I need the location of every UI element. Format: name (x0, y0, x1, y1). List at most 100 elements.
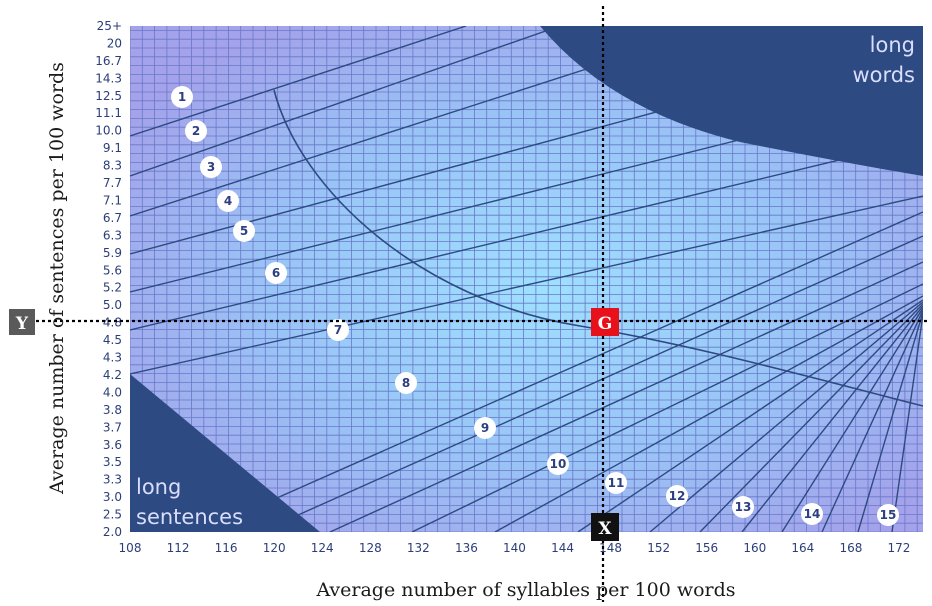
x-tick-label: 124 (311, 541, 334, 555)
y-tick-label: 6.3 (103, 228, 122, 242)
grade-level-circle (732, 496, 754, 518)
x-tick-label: 112 (167, 541, 190, 555)
grade-boundary-line (130, 26, 467, 137)
grade-level-label: 1 (178, 90, 186, 104)
x-axis-ticks: 108 112 116 120 124 128 132 136 140 144 148 152 156 1… (119, 541, 911, 555)
y-tick-label: 3.0 (103, 490, 122, 504)
g-marker-label: G (598, 314, 613, 334)
grade-boundary-line (857, 311, 923, 532)
y-tick-label: 20 (107, 36, 122, 50)
y-tick-label: 5.0 (103, 298, 122, 312)
grade-level-label: 5 (240, 224, 248, 238)
grade-level-circle (395, 372, 417, 394)
y-tick-label: 16.7 (95, 54, 122, 68)
y-tick-label: 3.8 (103, 403, 122, 417)
region-long-sentences (130, 374, 320, 532)
x-tick-label: 132 (407, 541, 430, 555)
grade-level-label: 6 (272, 266, 280, 280)
x-tick-label: 148 (599, 541, 622, 555)
grade-boundary-line (329, 261, 923, 532)
grade-boundary-line (199, 211, 923, 532)
grade-level-label: 14 (804, 507, 821, 521)
x-tick-label: 108 (119, 541, 142, 555)
grade-level-label: 9 (481, 421, 489, 435)
grade-boundary-line (577, 299, 923, 532)
grade-boundary-line (741, 305, 923, 532)
grade-level-circle (605, 472, 627, 494)
y-tick-label: 3.5 (103, 455, 122, 469)
grade-level-label: 3 (207, 160, 215, 174)
grade-boundary-line (494, 295, 923, 532)
x-tick-label: 136 (455, 541, 478, 555)
x-marker-label: X (598, 519, 612, 539)
grade-level-circle (801, 503, 823, 525)
y-axis-title: Average number of sentences per 100 word… (46, 62, 68, 495)
y-tick-label: 3.3 (103, 473, 122, 487)
x-tick-label: 144 (551, 541, 574, 555)
y-tick-label: 3.7 (103, 420, 122, 434)
x-tick-label: 168 (839, 541, 862, 555)
x-tick-label: 152 (647, 541, 670, 555)
y-tick-label: 5.6 (103, 263, 122, 277)
x-tick-label: 164 (791, 541, 814, 555)
y-tick-label: 4.5 (103, 333, 122, 347)
grade-boundary-line (781, 307, 923, 532)
grade-level-circle (171, 86, 193, 108)
grade-level-label: 15 (880, 508, 897, 522)
x-axis-title: Average number of syllables per 100 word… (315, 579, 735, 601)
y-tick-label: 4.8 (103, 316, 122, 330)
y-tick-label: 5.2 (103, 281, 122, 295)
grade-level-label: 13 (735, 500, 752, 514)
grade-level-circle (185, 120, 207, 142)
grade-curves (130, 26, 923, 532)
region-long-words (540, 26, 923, 176)
y-tick-label: 14.3 (95, 71, 122, 85)
y-marker-box (9, 309, 35, 335)
y-tick-label: 3.6 (103, 438, 122, 452)
grade-boundary-line (130, 139, 923, 331)
y-tick-label: 4.0 (103, 385, 122, 399)
grade-boundary-line (259, 235, 923, 532)
grade-level-circle (877, 504, 899, 526)
x-marker-box (591, 513, 619, 541)
grade-level-circle (233, 220, 255, 242)
grade-boundary-line (821, 309, 923, 532)
x-tick-label: 160 (743, 541, 766, 555)
y-tick-label: 8.3 (103, 159, 122, 173)
region-label-long-words-line1: long (870, 33, 915, 57)
grade-boundary-line (649, 301, 923, 532)
y-tick-label: 2.5 (103, 508, 122, 522)
y-tick-label: 4.3 (103, 351, 122, 365)
x-tick-label: 120 (263, 541, 286, 555)
grade-level-circle (265, 262, 287, 284)
grade-level-circle (327, 319, 349, 341)
y-tick-label: 12.5 (95, 89, 122, 103)
grade-level-circle (547, 453, 569, 475)
x-tick-label: 140 (503, 541, 526, 555)
grade-level-label: 2 (192, 124, 200, 138)
x-tick-label: 116 (215, 541, 238, 555)
x-tick-label: 156 (695, 541, 718, 555)
y-tick-label: 2.0 (103, 525, 122, 539)
y-tick-label: 5.9 (103, 246, 122, 260)
x-tick-label: 172 (888, 541, 911, 555)
grade-boundary-line (699, 303, 923, 532)
y-tick-label: 7.1 (103, 193, 122, 207)
grade-boundary-line (411, 283, 923, 532)
grade-level-label: 7 (334, 323, 342, 337)
grade-level-label: 11 (608, 476, 625, 490)
y-axis-ticks: 2.0 2.5 3.0 3.3 3.5 3.6 3.7 3.8 4.0 4.2 4.3 4.5 4.8 5… (95, 19, 122, 539)
grade-level-circle (474, 417, 496, 439)
grade-boundary-line (130, 26, 561, 177)
y-tick-label: 6.7 (103, 211, 122, 225)
grade-level-label: 4 (224, 194, 232, 208)
y-tick-label: 7.7 (103, 176, 122, 190)
y-tick-label: 25+ (97, 19, 122, 33)
g-marker-box (591, 308, 619, 336)
y-tick-label: 4.2 (103, 368, 122, 382)
validity-curve (273, 89, 923, 407)
x-tick-label: 128 (359, 541, 382, 555)
y-tick-label: 10.0 (95, 124, 122, 138)
